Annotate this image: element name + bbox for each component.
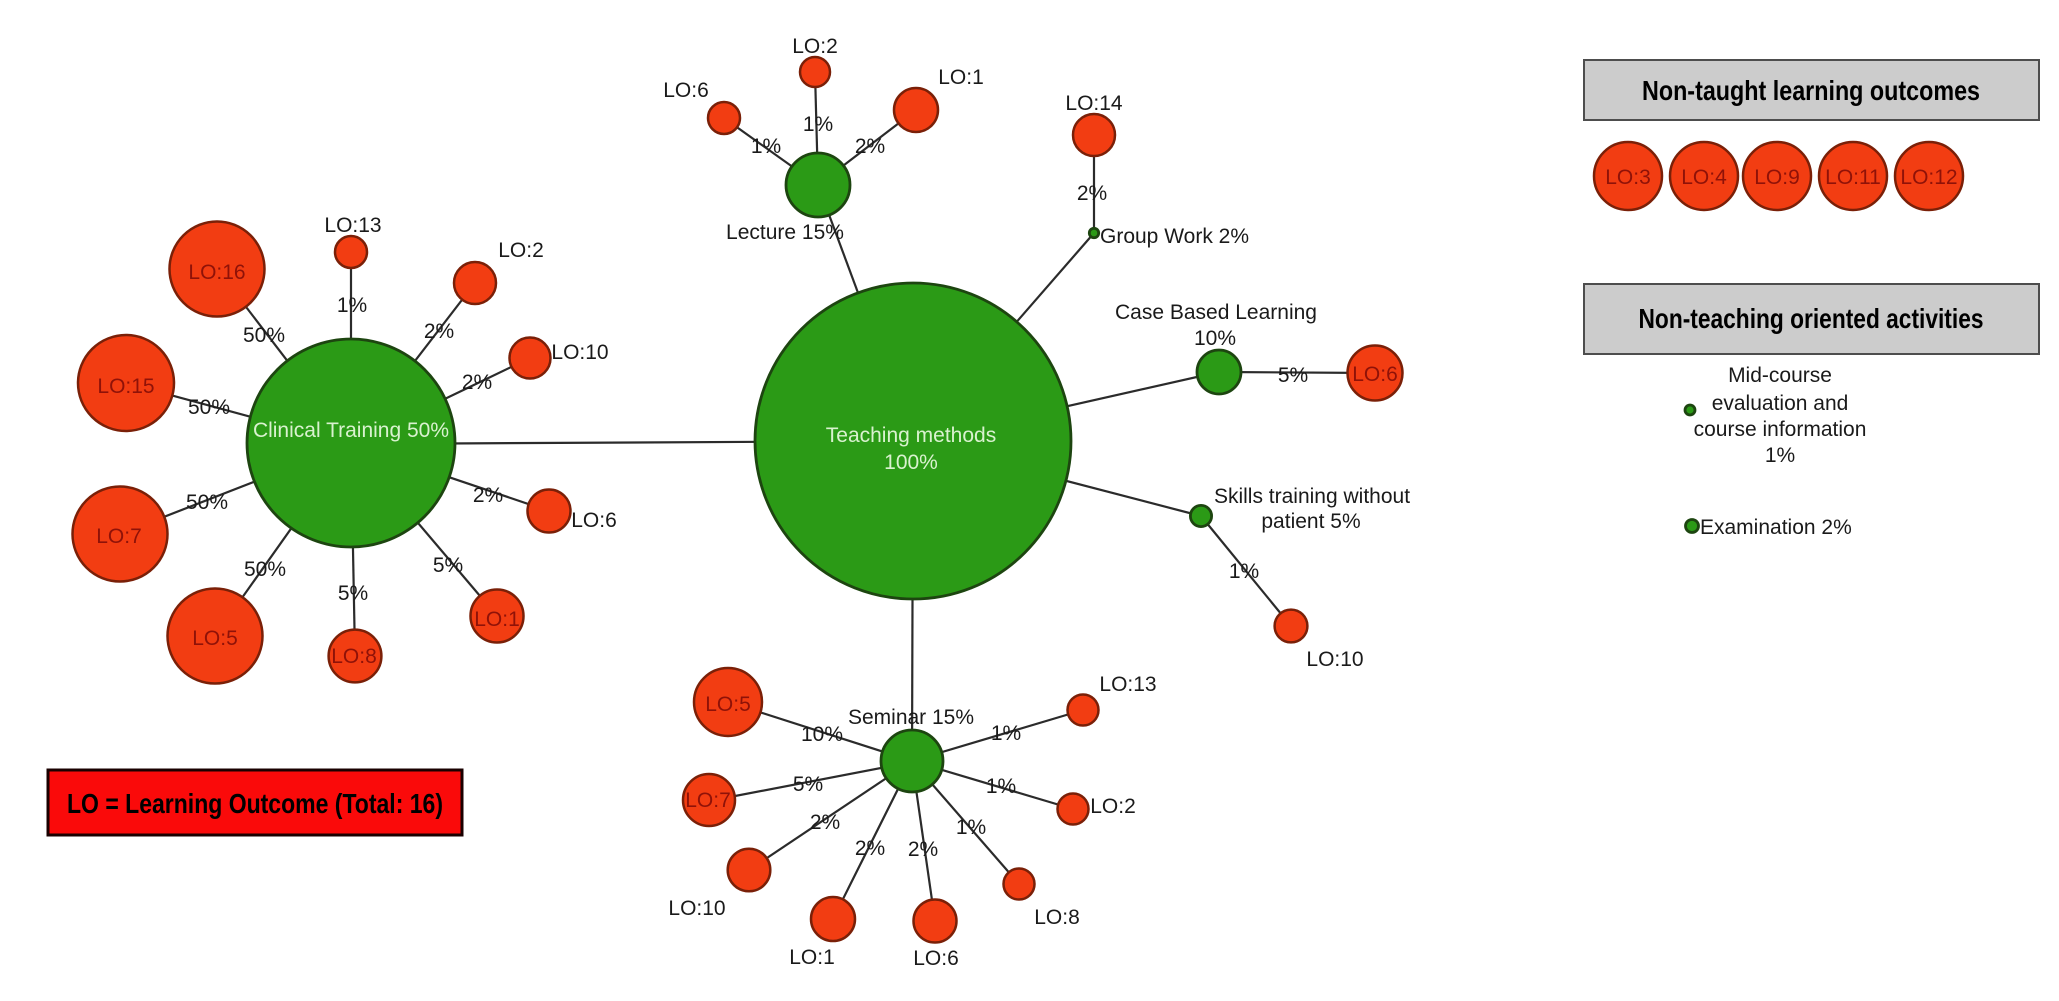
svg-text:Examination 2%: Examination 2% — [1700, 516, 1852, 539]
svg-text:Seminar 15%: Seminar 15% — [848, 706, 974, 729]
svg-text:1%: 1% — [1229, 560, 1259, 583]
svg-text:LO = Learning Outcome (Total:: LO = Learning Outcome (Total: 16) — [67, 788, 443, 819]
svg-text:5%: 5% — [1278, 364, 1308, 387]
svg-text:LO:10: LO:10 — [668, 897, 725, 920]
svg-text:50%: 50% — [243, 324, 285, 347]
svg-text:LO:10: LO:10 — [1306, 648, 1363, 671]
svg-text:Clinical Training 50%: Clinical Training 50% — [253, 419, 449, 442]
svg-text:1%: 1% — [337, 294, 367, 317]
svg-text:Non-teaching oriented activiti: Non-teaching oriented activities — [1639, 303, 1984, 334]
svg-text:Teaching methods: Teaching methods — [826, 424, 996, 447]
svg-text:LO:16: LO:16 — [188, 261, 245, 284]
svg-text:LO:6: LO:6 — [1352, 363, 1398, 386]
svg-text:course information: course information — [1694, 418, 1867, 441]
svg-text:LO:2: LO:2 — [1090, 795, 1136, 818]
svg-text:LO:14: LO:14 — [1065, 92, 1123, 115]
svg-text:LO:3: LO:3 — [1605, 166, 1651, 189]
svg-text:1%: 1% — [991, 722, 1021, 745]
svg-text:LO:7: LO:7 — [96, 525, 142, 548]
svg-text:LO:5: LO:5 — [192, 627, 238, 650]
svg-text:patient 5%: patient 5% — [1261, 510, 1360, 533]
svg-text:2%: 2% — [908, 838, 938, 861]
svg-text:LO:4: LO:4 — [1681, 166, 1727, 189]
svg-text:2%: 2% — [1077, 182, 1107, 205]
svg-text:1%: 1% — [751, 135, 781, 158]
svg-text:1%: 1% — [1765, 444, 1795, 467]
svg-text:Skills training without: Skills training without — [1214, 485, 1410, 508]
svg-text:1%: 1% — [803, 113, 833, 136]
svg-text:LO:8: LO:8 — [331, 645, 377, 668]
svg-text:2%: 2% — [855, 837, 885, 860]
svg-text:LO:6: LO:6 — [571, 509, 617, 532]
svg-text:2%: 2% — [810, 811, 840, 834]
svg-text:Mid-course: Mid-course — [1728, 364, 1832, 387]
svg-text:5%: 5% — [338, 582, 368, 605]
svg-text:2%: 2% — [473, 484, 503, 507]
svg-text:LO:1: LO:1 — [789, 946, 835, 969]
svg-text:evaluation and: evaluation and — [1712, 392, 1849, 415]
svg-text:10%: 10% — [801, 723, 843, 746]
svg-text:LO:12: LO:12 — [1900, 166, 1957, 189]
svg-text:2%: 2% — [424, 320, 454, 343]
svg-text:Group Work 2%: Group Work 2% — [1100, 225, 1249, 248]
svg-text:LO:7: LO:7 — [685, 789, 731, 812]
svg-text:100%: 100% — [884, 451, 938, 474]
svg-text:10%: 10% — [1194, 327, 1236, 350]
svg-text:LO:2: LO:2 — [498, 239, 544, 262]
svg-text:LO:10: LO:10 — [551, 341, 608, 364]
svg-text:50%: 50% — [244, 558, 286, 581]
svg-text:50%: 50% — [186, 491, 228, 514]
svg-text:1%: 1% — [986, 775, 1016, 798]
svg-text:1%: 1% — [956, 816, 986, 839]
svg-text:2%: 2% — [855, 135, 885, 158]
svg-text:LO:1: LO:1 — [938, 66, 984, 89]
svg-text:LO:13: LO:13 — [1099, 673, 1156, 696]
svg-text:5%: 5% — [433, 554, 463, 577]
svg-text:LO:9: LO:9 — [1754, 166, 1800, 189]
svg-text:LO:6: LO:6 — [663, 79, 709, 102]
svg-text:LO:8: LO:8 — [1034, 906, 1080, 929]
svg-text:LO:11: LO:11 — [1825, 166, 1881, 189]
svg-text:Lecture 15%: Lecture 15% — [726, 221, 844, 244]
svg-text:5%: 5% — [793, 773, 823, 796]
svg-text:2%: 2% — [462, 371, 492, 394]
svg-text:LO:2: LO:2 — [792, 35, 838, 58]
svg-text:LO:13: LO:13 — [324, 214, 381, 237]
svg-text:LO:1: LO:1 — [474, 608, 520, 631]
svg-text:Non-taught learning outcomes: Non-taught learning outcomes — [1642, 75, 1980, 106]
svg-text:LO:15: LO:15 — [97, 375, 154, 398]
svg-text:50%: 50% — [188, 396, 230, 419]
svg-text:LO:6: LO:6 — [913, 947, 959, 970]
svg-text:Case Based Learning: Case Based Learning — [1115, 301, 1317, 324]
svg-text:LO:5: LO:5 — [705, 693, 751, 716]
